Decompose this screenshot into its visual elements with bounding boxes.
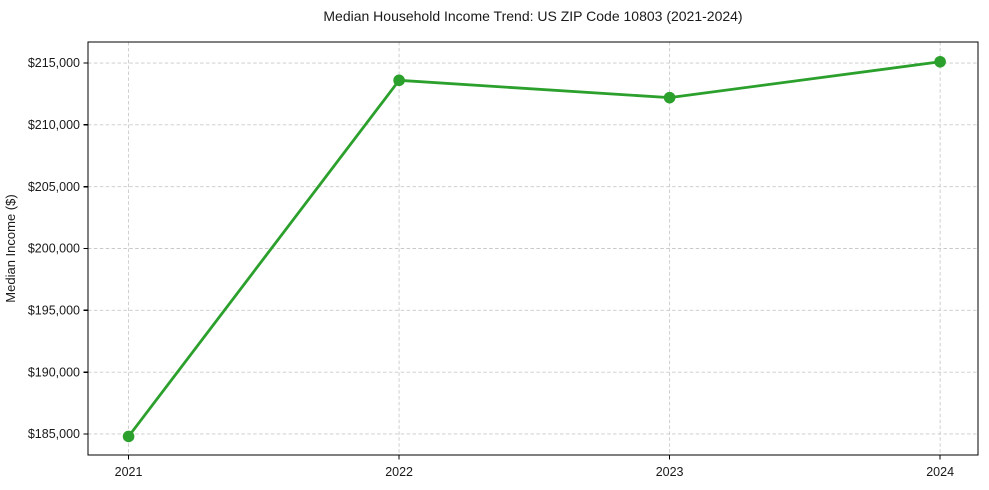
y-axis-label: Median Income ($) <box>3 194 18 302</box>
plot-area: 2021 2022 2023 2024 $185,000 $190,000 $195,000… <box>3 41 979 479</box>
data-point <box>663 91 676 104</box>
x-tick-label: 2022 <box>385 465 413 479</box>
y-tick-label: $205,000 <box>28 180 80 194</box>
y-tick-label: $210,000 <box>28 118 80 132</box>
x-tick-label: 2021 <box>115 465 143 479</box>
y-tick-label: $215,000 <box>28 56 80 70</box>
data-point <box>934 55 946 68</box>
y-tick-label: $190,000 <box>28 365 80 379</box>
y-tick-label: $195,000 <box>28 304 80 318</box>
chart-title: Median Household Income Trend: US ZIP Co… <box>323 8 742 24</box>
y-tick-label: $200,000 <box>28 242 80 256</box>
x-tick-label: 2023 <box>656 465 684 479</box>
y-tick-label: $185,000 <box>28 427 80 441</box>
x-tick-label: 2024 <box>926 465 954 479</box>
trend-line <box>127 60 942 438</box>
data-point <box>393 74 405 87</box>
data-point <box>122 430 135 443</box>
